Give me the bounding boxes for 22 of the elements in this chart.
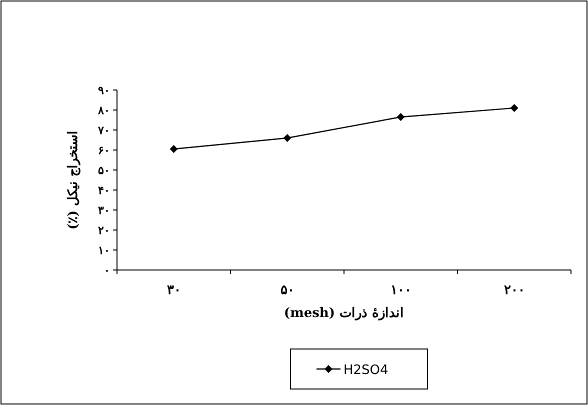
y-axis-title: استخراج نیکل (٪) <box>66 130 81 230</box>
point <box>283 134 292 142</box>
y-tick-label: ۴۰ <box>98 184 110 197</box>
y-tick-label: ۷۰ <box>97 124 110 137</box>
y-tick-label: ۹۰ <box>98 84 110 97</box>
y-tick-label: ۰ <box>104 264 110 277</box>
x-axis-title: اندازهٔ ذرات (mesh) <box>284 306 404 321</box>
y-tick-label: ۱۰ <box>98 244 110 257</box>
x-tick-label: ۳۰ <box>166 283 181 298</box>
x-tick-label: ۱۰۰ <box>390 283 412 298</box>
point <box>396 113 405 121</box>
point <box>510 104 518 112</box>
y-tick-label: ۲۰ <box>98 224 110 237</box>
x-tick-label: ۲۰۰ <box>504 283 525 298</box>
x-tick-label: ۵۰ <box>280 283 294 298</box>
y-tick-label: ۸۰ <box>97 104 110 117</box>
y-tick-label: ۳۰ <box>98 204 110 217</box>
y-tick-label: ۶۰ <box>98 144 110 157</box>
point <box>170 145 178 153</box>
legend: H2SO4 <box>290 348 428 390</box>
y-tick-label: ۵۰ <box>98 164 110 177</box>
legend-label: H2SO4 <box>344 363 388 378</box>
